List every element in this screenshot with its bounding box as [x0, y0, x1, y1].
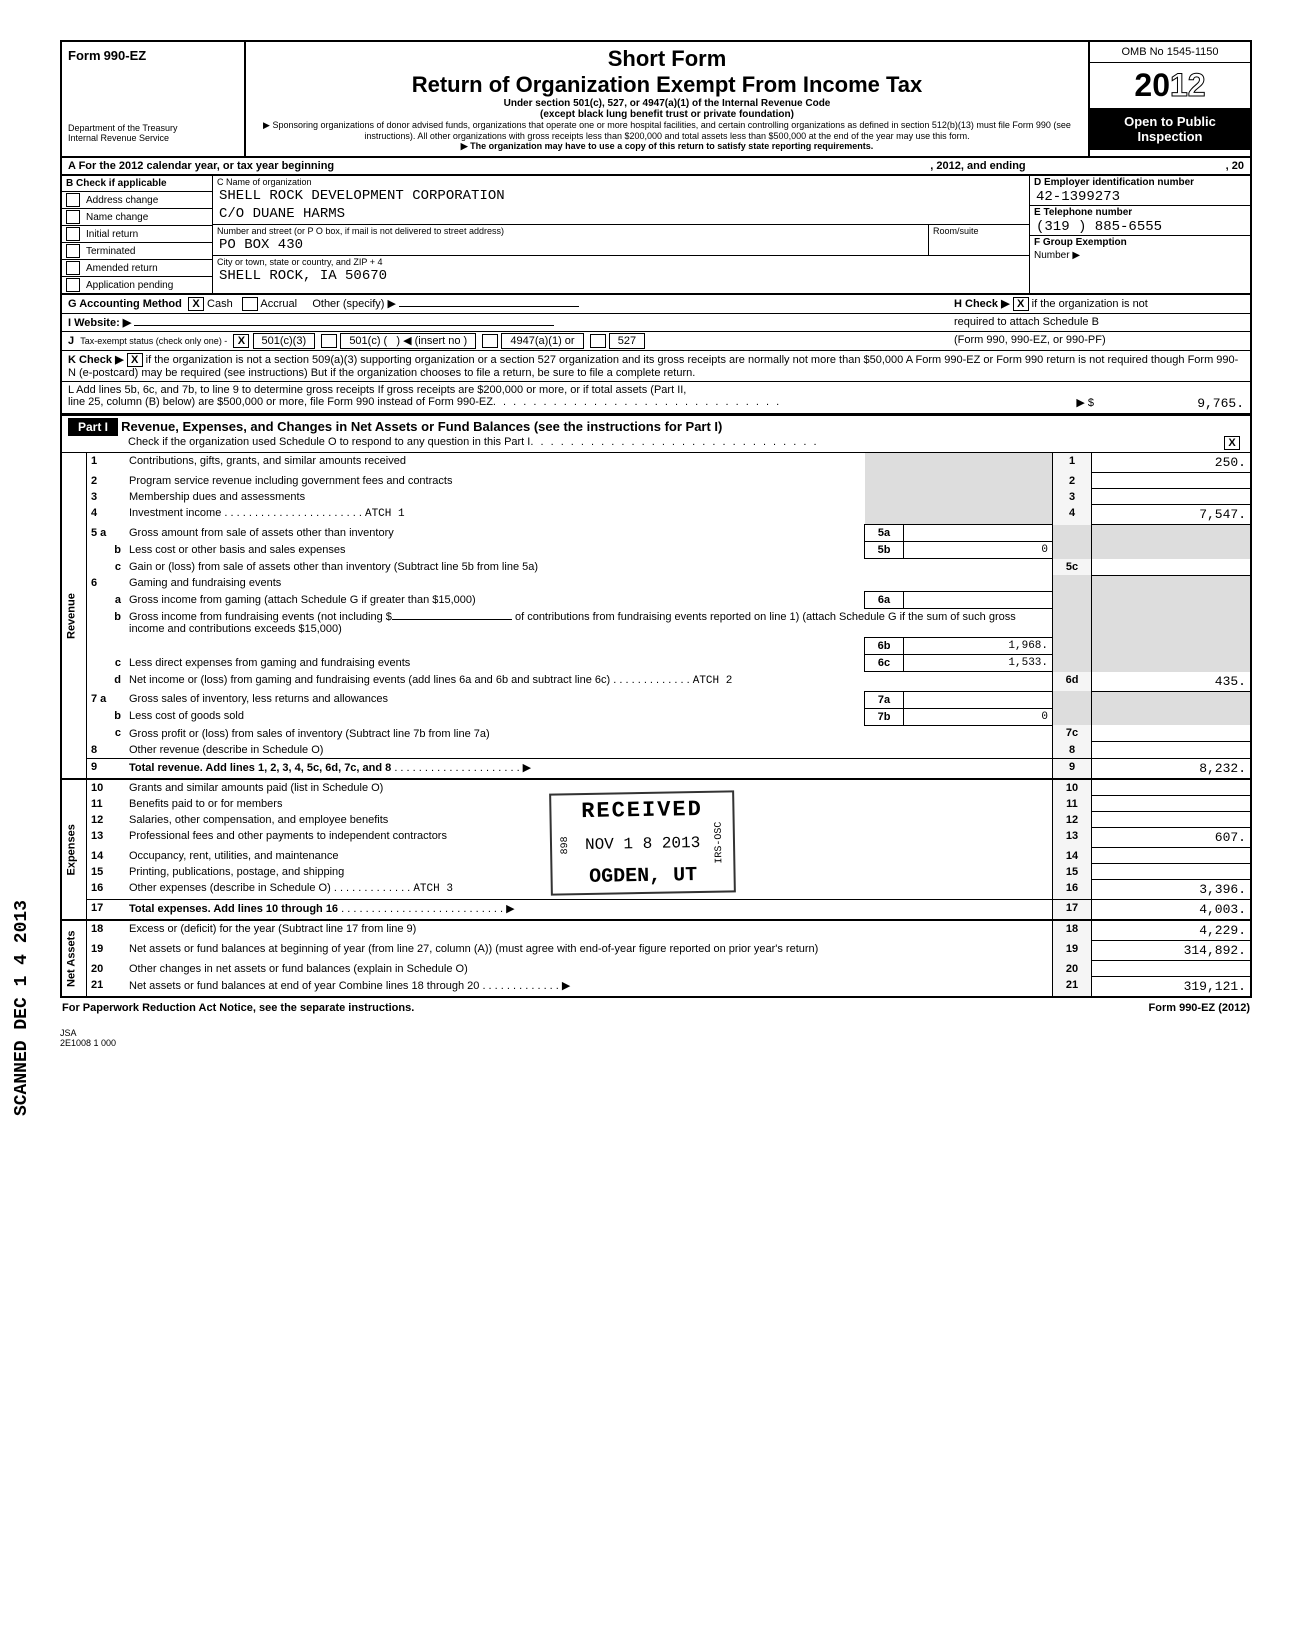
copy-text: The organization may have to use a copy … [256, 141, 1078, 152]
chk-initial-return[interactable]: Initial return [62, 225, 212, 242]
title-short-form: Short Form [256, 46, 1078, 72]
vlabel-revenue: Revenue [61, 453, 87, 779]
tax-year: 2012 [1090, 63, 1250, 108]
room-label: Room/suite [929, 225, 1029, 237]
row-i-website: I Website: ▶ required to attach Schedule… [60, 313, 1252, 331]
org-name-label: C Name of organization [213, 176, 1029, 188]
chk-h[interactable]: X [1013, 297, 1029, 311]
col-def: D Employer identification number 42-1399… [1030, 176, 1250, 293]
lines-table: Revenue 1Contributions, gifts, grants, a… [60, 452, 1252, 998]
scanned-date-stamp: SCANNED DEC 1 4 2013 [12, 900, 32, 1116]
header-right: OMB No 1545-1150 2012 Open to Public Ins… [1088, 42, 1250, 156]
street-label: Number and street (or P O box, if mail i… [213, 225, 928, 237]
line-9-value: 8,232. [1092, 758, 1252, 779]
header-left: Form 990-EZ Department of the Treasury I… [62, 42, 246, 156]
form-id-footer: Form 990-EZ (2012) [1149, 1002, 1250, 1014]
city-value: SHELL ROCK, IA 50670 [213, 268, 1029, 286]
chk-4947[interactable] [482, 334, 498, 348]
chk-amended-return[interactable]: Amended return [62, 259, 212, 276]
row-k: K Check ▶ X if the organization is not a… [60, 350, 1252, 381]
form-number: Form 990-EZ [68, 48, 238, 63]
chk-accrual[interactable] [242, 297, 258, 311]
line-1-value: 250. [1092, 453, 1252, 473]
dept-treasury: Department of the Treasury [68, 123, 238, 133]
line-13-value: 607. [1092, 828, 1252, 848]
chk-name-change[interactable]: Name change [62, 208, 212, 225]
org-name: SHELL ROCK DEVELOPMENT CORPORATION [213, 188, 1029, 206]
vlabel-netassets: Net Assets [61, 920, 87, 997]
phone-value: (319 ) 885-6555 [1030, 219, 1250, 235]
page-footer: For Paperwork Reduction Act Notice, see … [60, 998, 1252, 1018]
chk-501c3[interactable]: X [233, 334, 249, 348]
org-care-of: C/O DUANE HARMS [213, 206, 1029, 224]
open-public-badge: Open to Public Inspection [1090, 108, 1250, 150]
sponsor-text: Sponsoring organizations of donor advise… [256, 120, 1078, 141]
row-h-text2: required to attach Schedule B [954, 316, 1244, 329]
part-1-title: Revenue, Expenses, and Changes in Net As… [121, 419, 722, 434]
row-h-text3: (Form 990, 990-EZ, or 990-PF) [954, 334, 1244, 348]
row-g-accounting: G Accounting Method X Cash Accrual Other… [68, 297, 954, 311]
subtitle-section: Under section 501(c), 527, or 4947(a)(1)… [256, 98, 1078, 109]
group-exempt-label: F Group Exemption [1030, 236, 1250, 249]
row-j-tax-status: J Tax-exempt status (check only one) - X… [60, 331, 1252, 350]
line-17-value: 4,003. [1092, 900, 1252, 921]
line-16-value: 3,396. [1092, 880, 1252, 900]
col-c-org-info: C Name of organization SHELL ROCK DEVELO… [213, 176, 1030, 293]
ein-value: 42-1399273 [1030, 189, 1250, 205]
group-exempt-number: Number ▶ [1030, 249, 1250, 262]
street-value: PO BOX 430 [213, 237, 928, 255]
gross-receipts-value: 9,765. [1094, 396, 1244, 411]
chk-cash[interactable]: X [188, 297, 204, 311]
omb-number: OMB No 1545-1150 [1090, 42, 1250, 63]
phone-label: E Telephone number [1030, 206, 1250, 219]
line-21-value: 319,121. [1092, 977, 1252, 998]
line-19-value: 314,892. [1092, 941, 1252, 961]
line-4-value: 7,547. [1092, 505, 1252, 525]
line-6d-value: 435. [1092, 672, 1252, 692]
col-b-checkboxes: B Check if applicable Address change Nam… [62, 176, 213, 293]
form-number-value: 990-EZ [104, 48, 147, 63]
row-h-check: H Check ▶ X if the organization is not [954, 297, 1244, 311]
ein-label: D Employer identification number [1030, 176, 1250, 189]
line-6c-value: 1,533. [904, 655, 1053, 672]
chk-application-pending[interactable]: Application pending [62, 276, 212, 293]
section-bcd: B Check if applicable Address change Nam… [60, 176, 1252, 294]
dept-irs: Internal Revenue Service [68, 133, 238, 143]
city-label: City or town, state or country, and ZIP … [213, 256, 1029, 268]
received-stamp: RECEIVED 898 NOV 1 8 2013 IRS-OSC OGDEN,… [549, 791, 736, 896]
part-1-label: Part I [68, 418, 118, 436]
form-header: Form 990-EZ Department of the Treasury I… [60, 40, 1252, 158]
subtitle-except: (except black lung benefit trust or priv… [256, 109, 1078, 120]
part-1-header: Part I Revenue, Expenses, and Changes in… [60, 415, 1252, 452]
chk-terminated[interactable]: Terminated [62, 242, 212, 259]
chk-address-change[interactable]: Address change [62, 191, 212, 208]
line-18-value: 4,229. [1092, 920, 1252, 941]
paperwork-notice: For Paperwork Reduction Act Notice, see … [62, 1002, 414, 1014]
chk-501c[interactable] [321, 334, 337, 348]
row-l: L Add lines 5b, 6c, and 7b, to line 9 to… [60, 381, 1252, 415]
row-a-tax-year: A For the 2012 calendar year, or tax yea… [60, 158, 1252, 176]
header-center: Short Form Return of Organization Exempt… [246, 42, 1088, 156]
title-return: Return of Organization Exempt From Incom… [256, 72, 1078, 98]
row-g-h: G Accounting Method X Cash Accrual Other… [60, 294, 1252, 313]
chk-k[interactable]: X [127, 353, 143, 367]
chk-schedule-o[interactable]: X [1224, 436, 1240, 450]
jsa-footer: JSA 2E1008 1 000 [60, 1028, 1252, 1048]
line-6b-value: 1,968. [904, 638, 1053, 655]
vlabel-expenses: Expenses [61, 779, 87, 921]
col-b-header: B Check if applicable [62, 176, 212, 191]
chk-527[interactable] [590, 334, 606, 348]
